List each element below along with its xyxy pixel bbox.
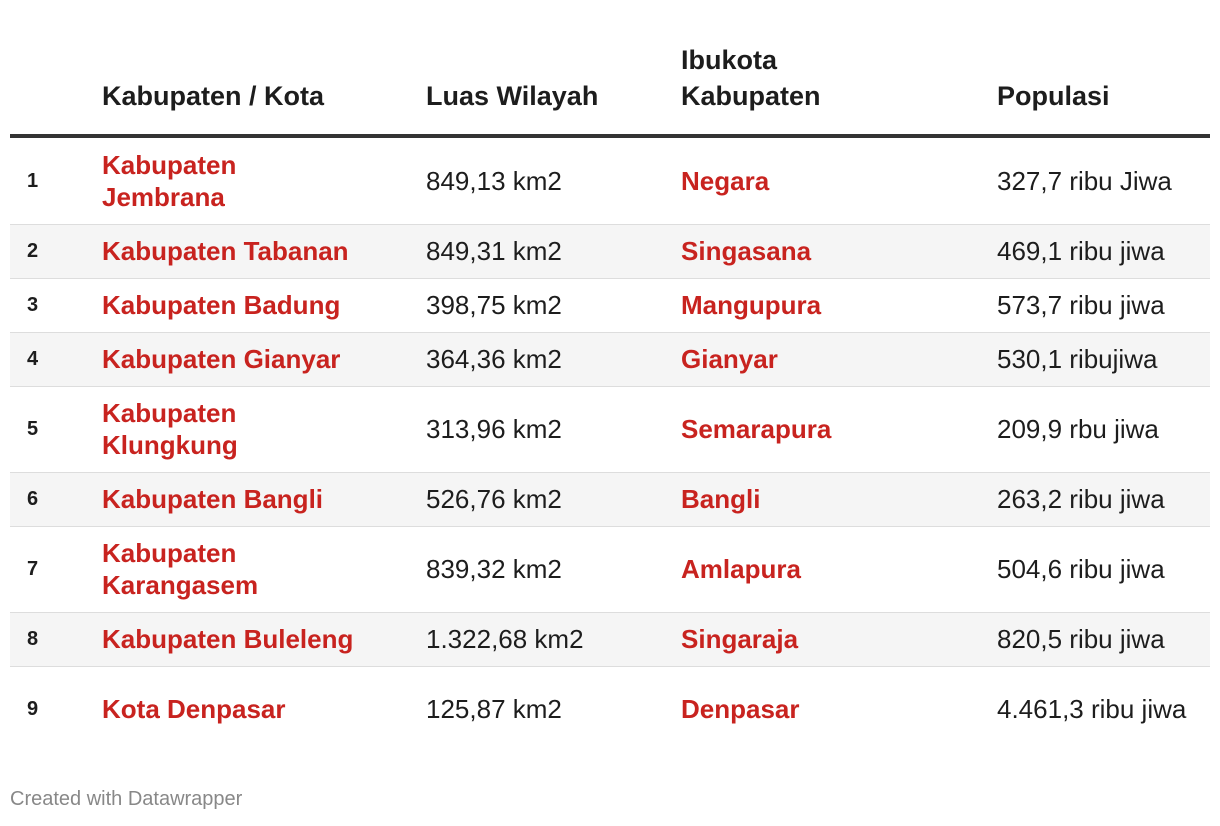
cell-populasi: 4.461,3 ribu jiwa (997, 666, 1210, 752)
cell-number: 2 (10, 224, 102, 279)
cell-kabupaten[interactable]: Kabupaten Bangli (102, 472, 426, 527)
header-kabupaten[interactable]: Kabupaten / Kota (102, 0, 426, 138)
cell-number: 1 (10, 136, 102, 225)
table-row: 8 Kabupaten Buleleng 1.322,68 km2 Singaraja… (10, 612, 1210, 667)
table-body: 1 Kabupaten Jembrana 849,13 km2 Negara 327,7… (10, 136, 1210, 752)
cell-kabupaten[interactable]: Kabupaten Gianyar (102, 332, 426, 387)
cell-luas: 313,96 km2 (426, 386, 681, 473)
cell-ibukota[interactable]: Gianyar (681, 332, 997, 387)
cell-populasi: 573,7 ribu jiwa (997, 278, 1210, 333)
table-row: 7 Kabupaten Karangasem 839,32 km2 Amlapura 5… (10, 526, 1210, 613)
cell-luas: 839,32 km2 (426, 526, 681, 613)
cell-number: 7 (10, 526, 102, 613)
table-row: 2 Kabupaten Tabanan 849,31 km2 Singasana 469… (10, 224, 1210, 279)
cell-kabupaten[interactable]: Kabupaten Klungkung (102, 386, 426, 473)
cell-kabupaten[interactable]: Kabupaten Tabanan (102, 224, 426, 279)
table-row: 3 Kabupaten Badung 398,75 km2 Mangupura 573,… (10, 278, 1210, 333)
cell-kabupaten[interactable]: Kabupaten Buleleng (102, 612, 426, 667)
cell-number: 6 (10, 472, 102, 527)
header-number (10, 0, 102, 138)
cell-ibukota[interactable]: Singasana (681, 224, 997, 279)
table-row: 1 Kabupaten Jembrana 849,13 km2 Negara 327,7… (10, 136, 1210, 225)
cell-ibukota[interactable]: Mangupura (681, 278, 997, 333)
table-container: Kabupaten / Kota Luas Wilayah Ibukota Ka… (10, 0, 1210, 810)
cell-luas: 1.322,68 km2 (426, 612, 681, 667)
cell-ibukota[interactable]: Denpasar (681, 666, 997, 752)
header-populasi[interactable]: Populasi (997, 0, 1210, 138)
data-table: Kabupaten / Kota Luas Wilayah Ibukota Ka… (10, 0, 1210, 752)
cell-number: 8 (10, 612, 102, 667)
table-row: 4 Kabupaten Gianyar 364,36 km2 Gianyar 530,1… (10, 332, 1210, 387)
cell-ibukota[interactable]: Semarapura (681, 386, 997, 473)
cell-ibukota[interactable]: Singaraja (681, 612, 997, 667)
table-row: 5 Kabupaten Klungkung 313,96 km2 Semarapura… (10, 386, 1210, 473)
table-row: 6 Kabupaten Bangli 526,76 km2 Bangli 263,2 r… (10, 472, 1210, 527)
header-ibukota[interactable]: Ibukota Kabupaten (681, 0, 997, 138)
cell-populasi: 504,6 ribu jiwa (997, 526, 1210, 613)
cell-ibukota[interactable]: Negara (681, 136, 997, 225)
header-luas[interactable]: Luas Wilayah (426, 0, 681, 138)
cell-populasi: 530,1 ribujiwa (997, 332, 1210, 387)
footer-credit[interactable]: Created with Datawrapper (10, 788, 243, 810)
cell-populasi: 263,2 ribu jiwa (997, 472, 1210, 527)
cell-number: 5 (10, 386, 102, 473)
cell-ibukota[interactable]: Amlapura (681, 526, 997, 613)
cell-luas: 526,76 km2 (426, 472, 681, 527)
cell-number: 4 (10, 332, 102, 387)
cell-ibukota[interactable]: Bangli (681, 472, 997, 527)
cell-kabupaten[interactable]: Kabupaten Jembrana (102, 136, 426, 225)
cell-luas: 398,75 km2 (426, 278, 681, 333)
cell-kabupaten[interactable]: Kabupaten Badung (102, 278, 426, 333)
cell-luas: 849,31 km2 (426, 224, 681, 279)
cell-number: 3 (10, 278, 102, 333)
cell-kabupaten[interactable]: Kabupaten Karangasem (102, 526, 426, 613)
cell-luas: 849,13 km2 (426, 136, 681, 225)
cell-populasi: 209,9 rbu jiwa (997, 386, 1210, 473)
cell-populasi: 469,1 ribu jiwa (997, 224, 1210, 279)
cell-luas: 364,36 km2 (426, 332, 681, 387)
table-row: 9 Kota Denpasar 125,87 km2 Denpasar 4.461,3 … (10, 666, 1210, 752)
cell-luas: 125,87 km2 (426, 666, 681, 752)
cell-populasi: 820,5 ribu jiwa (997, 612, 1210, 667)
cell-populasi: 327,7 ribu Jiwa (997, 136, 1210, 225)
cell-kabupaten[interactable]: Kota Denpasar (102, 666, 426, 752)
header-row: Kabupaten / Kota Luas Wilayah Ibukota Ka… (10, 0, 1210, 138)
cell-number: 9 (10, 666, 102, 752)
